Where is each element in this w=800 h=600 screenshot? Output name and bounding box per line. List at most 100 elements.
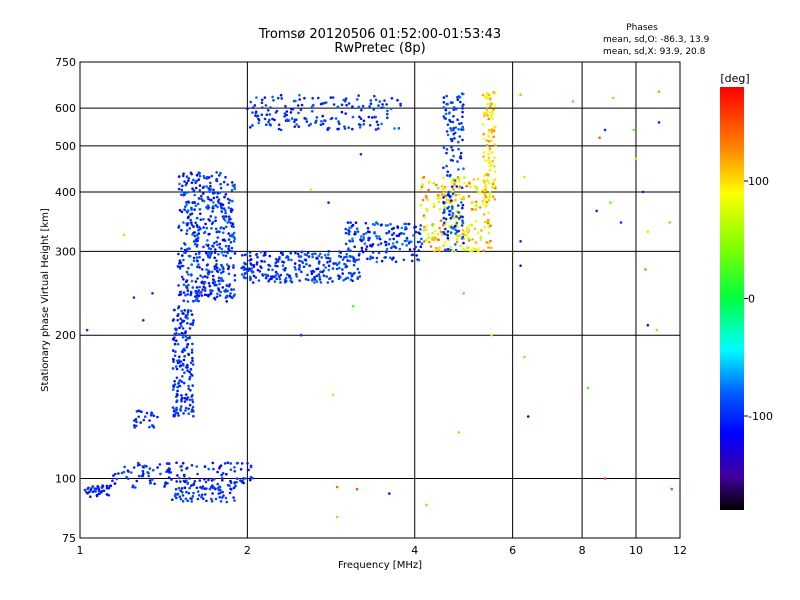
data-point — [462, 181, 466, 185]
data-point — [187, 407, 190, 411]
data-point — [97, 489, 101, 493]
data-point — [210, 227, 213, 230]
data-point — [176, 265, 180, 268]
data-point — [172, 360, 175, 364]
data-point — [216, 292, 219, 296]
data-point — [205, 185, 208, 188]
data-point — [444, 217, 448, 221]
data-point — [182, 473, 186, 477]
data-point — [293, 125, 297, 128]
x-tick-label: 12 — [673, 544, 687, 557]
data-point — [335, 267, 339, 271]
data-point — [327, 264, 331, 268]
data-point — [345, 253, 349, 256]
data-point — [188, 375, 192, 379]
data-point — [377, 243, 380, 247]
data-point — [379, 242, 383, 245]
data-point — [94, 490, 97, 493]
data-point — [355, 227, 359, 230]
data-point — [181, 350, 184, 354]
data-point — [180, 464, 183, 468]
data-point — [260, 113, 264, 117]
data-point — [357, 258, 361, 261]
data-point — [175, 406, 178, 410]
data-point — [362, 233, 366, 236]
data-point — [235, 477, 239, 481]
data-point — [181, 336, 185, 339]
data-point — [374, 115, 378, 119]
data-point — [219, 171, 222, 175]
data-point — [445, 174, 449, 177]
data-point — [185, 181, 188, 185]
colorbar-ticks: 100 0 -100 — [744, 175, 773, 423]
data-point — [202, 199, 206, 203]
data-point — [328, 260, 332, 263]
data-point — [343, 127, 347, 130]
data-point — [186, 317, 189, 320]
data-point — [482, 202, 485, 206]
data-point — [177, 414, 180, 417]
data-point — [219, 186, 223, 190]
data-point — [360, 108, 363, 112]
data-point — [465, 184, 469, 188]
data-point — [327, 250, 331, 253]
data-point — [193, 193, 196, 197]
data-point — [526, 415, 530, 418]
data-point — [230, 246, 234, 250]
data-point — [273, 118, 276, 122]
data-point — [488, 147, 492, 150]
data-point — [251, 106, 255, 109]
data-point — [342, 98, 346, 102]
data-point — [486, 102, 490, 106]
data-point — [184, 497, 188, 501]
data-point — [403, 222, 406, 226]
data-point — [519, 93, 522, 97]
data-point — [486, 92, 489, 96]
data-point — [221, 478, 224, 482]
data-point — [463, 230, 467, 234]
data-point — [201, 258, 205, 262]
data-point — [398, 247, 402, 251]
data-point — [177, 284, 180, 287]
data-point — [180, 309, 183, 313]
data-point — [453, 183, 456, 186]
data-point — [208, 284, 212, 288]
data-point — [195, 174, 199, 177]
data-point — [177, 226, 180, 229]
data-point — [249, 465, 253, 469]
data-point — [403, 239, 407, 243]
data-point — [172, 384, 175, 388]
data-point — [249, 262, 252, 265]
data-point — [305, 253, 309, 257]
data-point — [322, 263, 326, 267]
data-point — [451, 159, 455, 162]
data-point — [432, 205, 436, 208]
data-point — [222, 207, 226, 210]
data-point — [277, 123, 281, 126]
data-point — [405, 236, 409, 240]
data-point — [351, 305, 355, 308]
data-point — [183, 354, 186, 358]
data-point — [186, 289, 190, 293]
data-point — [186, 366, 189, 369]
data-point — [192, 414, 195, 418]
data-point — [224, 209, 227, 212]
data-point — [377, 104, 380, 107]
data-point — [492, 128, 495, 131]
data-point — [194, 186, 198, 190]
data-point — [213, 477, 216, 481]
data-point — [326, 256, 330, 260]
data-point — [204, 493, 207, 496]
data-point — [349, 221, 352, 224]
data-point — [218, 496, 221, 499]
data-point — [451, 181, 455, 184]
data-point — [208, 190, 211, 194]
data-point — [279, 128, 283, 132]
data-point — [229, 462, 232, 465]
data-point — [285, 118, 289, 121]
data-point — [179, 497, 183, 501]
data-point — [461, 228, 465, 232]
data-point — [439, 197, 442, 201]
data-point — [356, 267, 360, 271]
data-point — [251, 124, 254, 127]
